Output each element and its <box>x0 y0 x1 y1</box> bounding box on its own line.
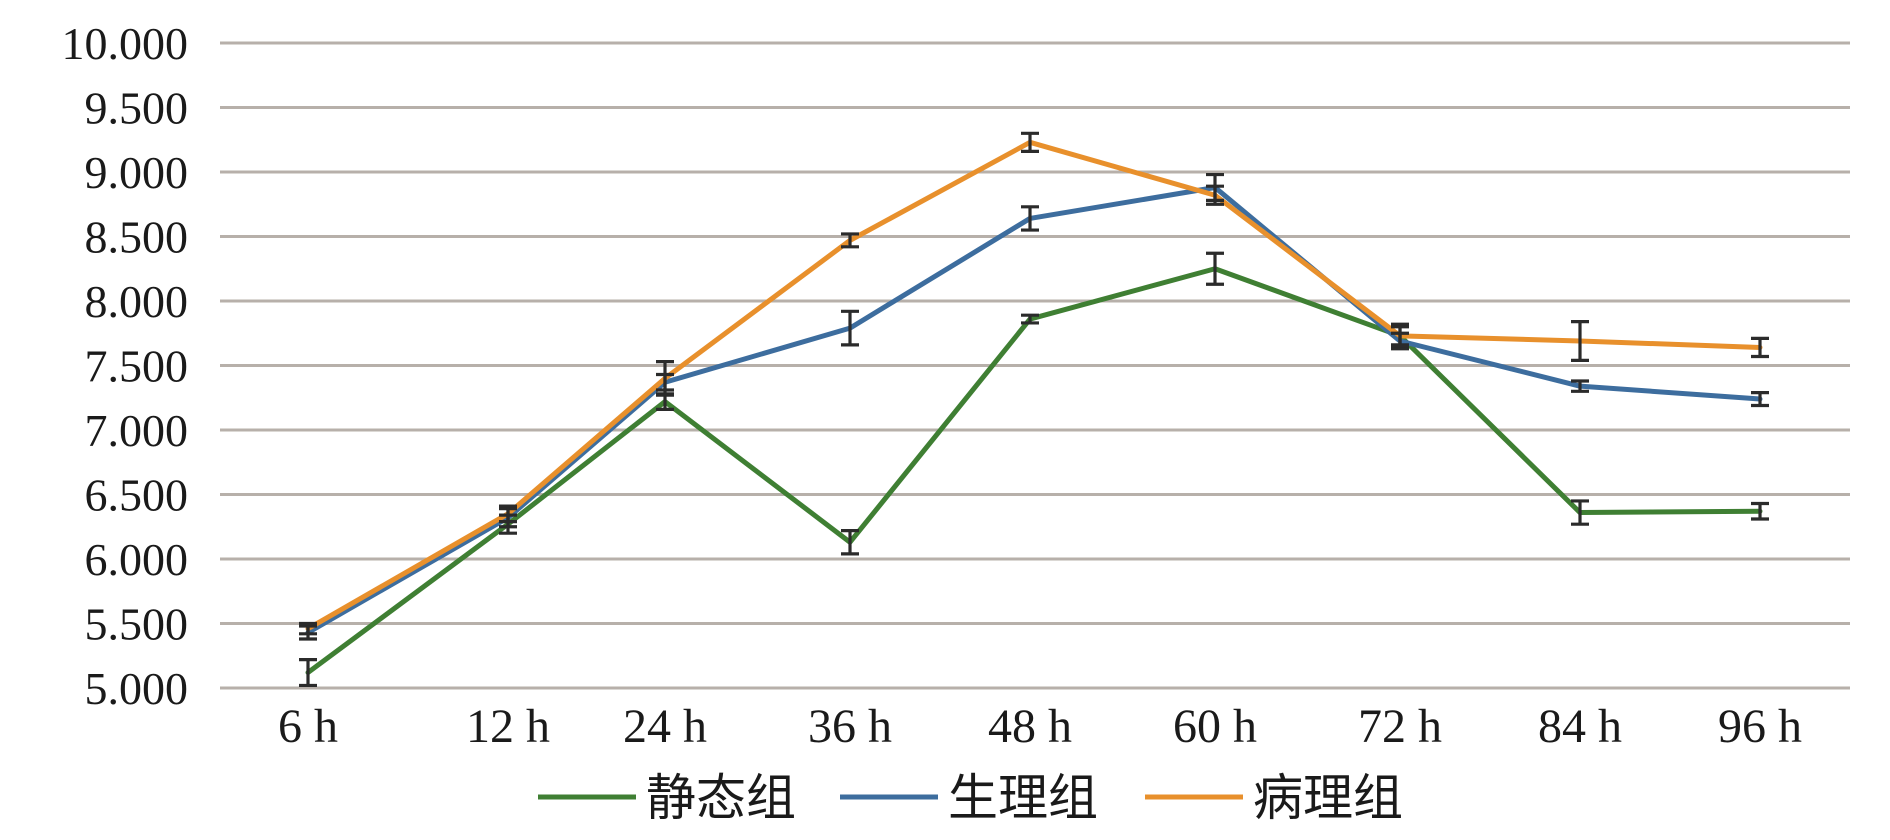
error-bar <box>1751 390 1769 408</box>
y-axis-ticks: 5.000 5.500 6.000 6.500 7.000 7.500 8.000 8.500… <box>62 18 189 714</box>
y-tick-label: 8.500 <box>85 212 189 263</box>
error-bar <box>1206 184 1224 206</box>
error-bar <box>1021 313 1039 325</box>
y-tick-label: 9.000 <box>85 147 189 198</box>
x-axis-ticks: 6 h 12 h 24 h 36 h 48 h 60 h 72 h 84 h 96 h <box>278 700 1802 753</box>
legend-label: 生理组 <box>948 769 1098 827</box>
y-tick-label: 6.000 <box>85 534 189 585</box>
error-bar <box>1571 320 1589 362</box>
legend-label: 病理组 <box>1253 769 1403 827</box>
x-tick-label: 6 h <box>278 700 338 753</box>
error-bar <box>499 504 517 524</box>
series-lines <box>305 139 1763 676</box>
x-tick-label: 12 h <box>466 700 550 753</box>
error-bar <box>841 529 859 556</box>
error-bar <box>1571 379 1589 393</box>
series-line-1 <box>305 184 1763 636</box>
x-tick-label: 60 h <box>1173 700 1257 753</box>
error-bar <box>841 309 859 347</box>
legend-label: 静态组 <box>646 769 796 827</box>
error-bar <box>1391 325 1409 347</box>
x-tick-label: 84 h <box>1538 700 1622 753</box>
error-bar <box>1751 336 1769 359</box>
y-tick-label: 5.500 <box>85 599 189 650</box>
error-bar <box>1021 205 1039 232</box>
error-bar <box>1751 501 1769 521</box>
y-tick-label: 9.500 <box>85 83 189 134</box>
y-tick-label: 10.000 <box>62 18 189 69</box>
error-bar <box>1021 131 1039 153</box>
gridlines <box>220 41 1850 690</box>
error-bar <box>1206 251 1224 286</box>
y-tick-label: 5.000 <box>85 663 189 714</box>
legend-item: 生理组 <box>840 769 1098 827</box>
legend: 静态组 生理组 病理组 <box>538 769 1403 827</box>
legend-item: 静态组 <box>538 769 796 827</box>
y-tick-label: 7.500 <box>85 341 189 392</box>
x-tick-label: 48 h <box>988 700 1072 753</box>
legend-item: 病理组 <box>1145 769 1403 827</box>
error-bars <box>299 131 1769 688</box>
error-bar <box>299 621 317 636</box>
x-tick-label: 24 h <box>623 700 707 753</box>
x-tick-label: 96 h <box>1718 700 1802 753</box>
y-tick-label: 7.000 <box>85 405 189 456</box>
error-bar <box>1571 499 1589 526</box>
error-bar <box>656 360 674 397</box>
error-bar <box>841 232 859 249</box>
error-bar <box>299 658 317 688</box>
series-line-0 <box>305 266 1763 676</box>
x-tick-label: 36 h <box>808 700 892 753</box>
x-tick-label: 72 h <box>1358 700 1442 753</box>
y-tick-label: 6.500 <box>85 470 189 521</box>
y-tick-label: 8.000 <box>85 276 189 327</box>
